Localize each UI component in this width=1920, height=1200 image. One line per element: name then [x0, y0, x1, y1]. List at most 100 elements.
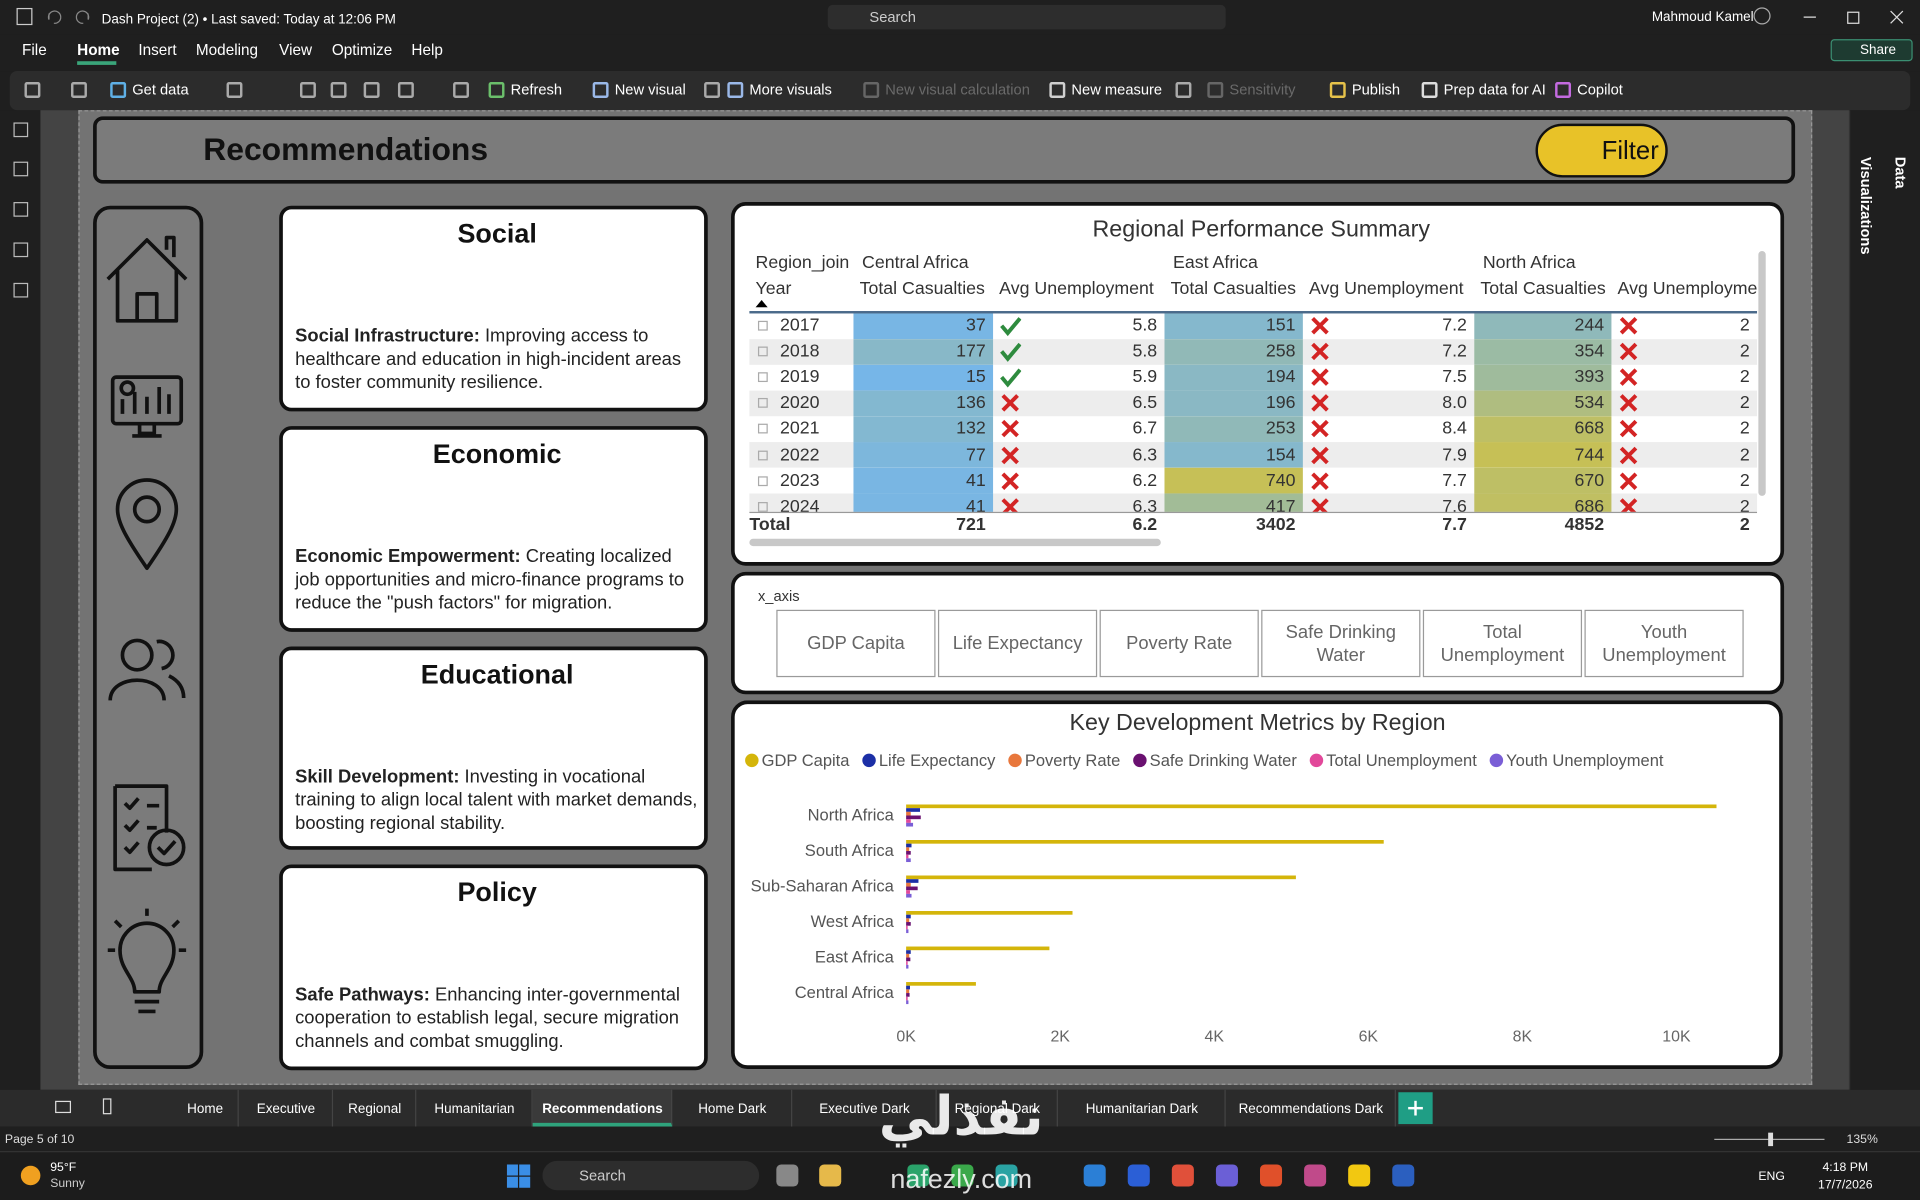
start-tile: [519, 1176, 531, 1188]
quick-access[interactable]: [10, 5, 96, 29]
ribbon-button[interactable]: More visuals: [749, 80, 832, 98]
expand-toggle[interactable]: [757, 346, 768, 357]
save-icon[interactable]: [16, 7, 33, 26]
app-icon[interactable]: [951, 1164, 974, 1187]
column-header: Avg Unemployment: [1308, 279, 1464, 299]
checklist-icon[interactable]: [113, 784, 186, 872]
table-cell: 393: [1574, 367, 1605, 388]
v-scrollbar[interactable]: [1758, 251, 1766, 496]
restore[interactable]: [1847, 11, 1860, 24]
bar: [906, 918, 910, 923]
filter-label[interactable]: Filter: [1601, 137, 1659, 166]
ribbon-button[interactable]: New visual: [614, 80, 686, 98]
total-cell: 7.7: [1442, 515, 1467, 536]
pane-visualizations[interactable]: Visualizations: [1857, 156, 1875, 255]
slicer-option[interactable]: Youth Unemployment: [1584, 609, 1744, 678]
ribbon-button[interactable]: Publish: [1351, 80, 1401, 98]
legend-marker: [862, 753, 876, 768]
ribbon-button[interactable]: Get data: [132, 80, 189, 98]
language: ENG: [1758, 1170, 1785, 1184]
desktop-view-icon[interactable]: [55, 1100, 72, 1114]
side-pane: [1848, 110, 1920, 1090]
dashboard-icon[interactable]: [110, 375, 184, 438]
close[interactable]: [1890, 10, 1904, 24]
ribbon-button[interactable]: Prep data for AI: [1443, 80, 1546, 98]
slicer-option[interactable]: Life Expectancy: [937, 609, 1098, 678]
app-icon[interactable]: [1260, 1164, 1283, 1187]
page-tab[interactable]: [416, 1089, 533, 1127]
expand-toggle[interactable]: [757, 501, 768, 512]
expand-toggle[interactable]: [757, 475, 768, 486]
menu-item[interactable]: Help: [411, 41, 443, 59]
page-tab[interactable]: [937, 1089, 1058, 1127]
ribbon-button[interactable]: Copilot: [1577, 80, 1623, 98]
view-icon[interactable]: [13, 161, 29, 177]
slicer-option[interactable]: Safe Drinking Water: [1261, 609, 1421, 678]
ribbon-button[interactable]: Refresh: [510, 80, 563, 98]
idea-icon[interactable]: [107, 908, 187, 1014]
table-cell: 5.9: [1132, 367, 1158, 388]
app-icon[interactable]: [1127, 1164, 1150, 1187]
app-icon[interactable]: [1392, 1164, 1415, 1187]
app-icon[interactable]: [1215, 1164, 1238, 1187]
app-icon[interactable]: [1083, 1164, 1106, 1187]
page-tab[interactable]: [792, 1089, 937, 1127]
app-icon[interactable]: [1171, 1164, 1194, 1187]
page-tab[interactable]: [672, 1089, 793, 1127]
menu-item[interactable]: Modeling: [195, 41, 259, 59]
slicer-option[interactable]: GDP Capita: [776, 609, 936, 678]
app-icon[interactable]: [1304, 1164, 1327, 1187]
undo-icon[interactable]: [47, 10, 62, 24]
home-icon[interactable]: [106, 235, 188, 323]
row-year: 2018: [780, 341, 820, 362]
expand-toggle[interactable]: [757, 398, 768, 409]
page-tab[interactable]: [333, 1089, 417, 1127]
mobile-view-icon[interactable]: [102, 1098, 112, 1115]
heat-cell: [1164, 338, 1303, 365]
expand-toggle[interactable]: [757, 320, 768, 331]
pane-data[interactable]: Data: [1891, 156, 1909, 189]
page-tab-label: Humanitarian Dark: [1085, 1102, 1198, 1117]
status-icon: [1311, 420, 1329, 438]
taskbar-search[interactable]: [542, 1160, 760, 1191]
zoom-thumb[interactable]: [1768, 1132, 1774, 1147]
page-tab[interactable]: [239, 1089, 334, 1127]
app-icon[interactable]: [819, 1164, 842, 1187]
table-cell: 151: [1265, 315, 1296, 336]
search-box[interactable]: [827, 4, 1226, 30]
table-cell: 5.8: [1132, 341, 1158, 362]
expand-toggle[interactable]: [757, 424, 768, 434]
menu-item[interactable]: File: [22, 41, 47, 59]
view-icon[interactable]: [13, 202, 29, 217]
expand-toggle[interactable]: [757, 372, 768, 383]
nav-icons[interactable]: [98, 220, 198, 1053]
location-icon[interactable]: [115, 478, 179, 571]
ribbon-button[interactable]: New measure: [1071, 80, 1163, 98]
people-icon[interactable]: [108, 638, 186, 701]
menu-item[interactable]: Home: [77, 41, 120, 59]
menu-item[interactable]: Optimize: [331, 41, 393, 59]
window-controls[interactable]: [1788, 5, 1920, 29]
expand-toggle[interactable]: [757, 450, 768, 460]
page-tab[interactable]: [532, 1089, 673, 1127]
app-icon[interactable]: [1348, 1164, 1371, 1187]
ribbon-icon: [330, 82, 347, 98]
app-icon[interactable]: [907, 1164, 930, 1187]
app-icon[interactable]: [776, 1164, 799, 1187]
redo-icon[interactable]: [75, 10, 90, 24]
share-button[interactable]: [1830, 39, 1913, 62]
filter-button[interactable]: [1535, 123, 1668, 178]
view-icon[interactable]: [13, 242, 29, 258]
card-body: Social Infrastructure: Improving access …: [295, 324, 699, 394]
page-tab[interactable]: [1058, 1089, 1226, 1127]
h-scrollbar[interactable]: [749, 538, 1161, 547]
app-icon[interactable]: [995, 1164, 1018, 1187]
view-icon[interactable]: [13, 122, 29, 138]
view-icon[interactable]: [13, 282, 29, 298]
page-tab[interactable]: [1226, 1089, 1396, 1127]
slicer-option[interactable]: Total Unemployment: [1422, 609, 1583, 678]
menu-item[interactable]: Insert: [138, 41, 177, 59]
menu-item[interactable]: View: [279, 41, 313, 59]
slicer-option[interactable]: Poverty Rate: [1099, 609, 1259, 678]
page-tab[interactable]: [171, 1089, 239, 1127]
